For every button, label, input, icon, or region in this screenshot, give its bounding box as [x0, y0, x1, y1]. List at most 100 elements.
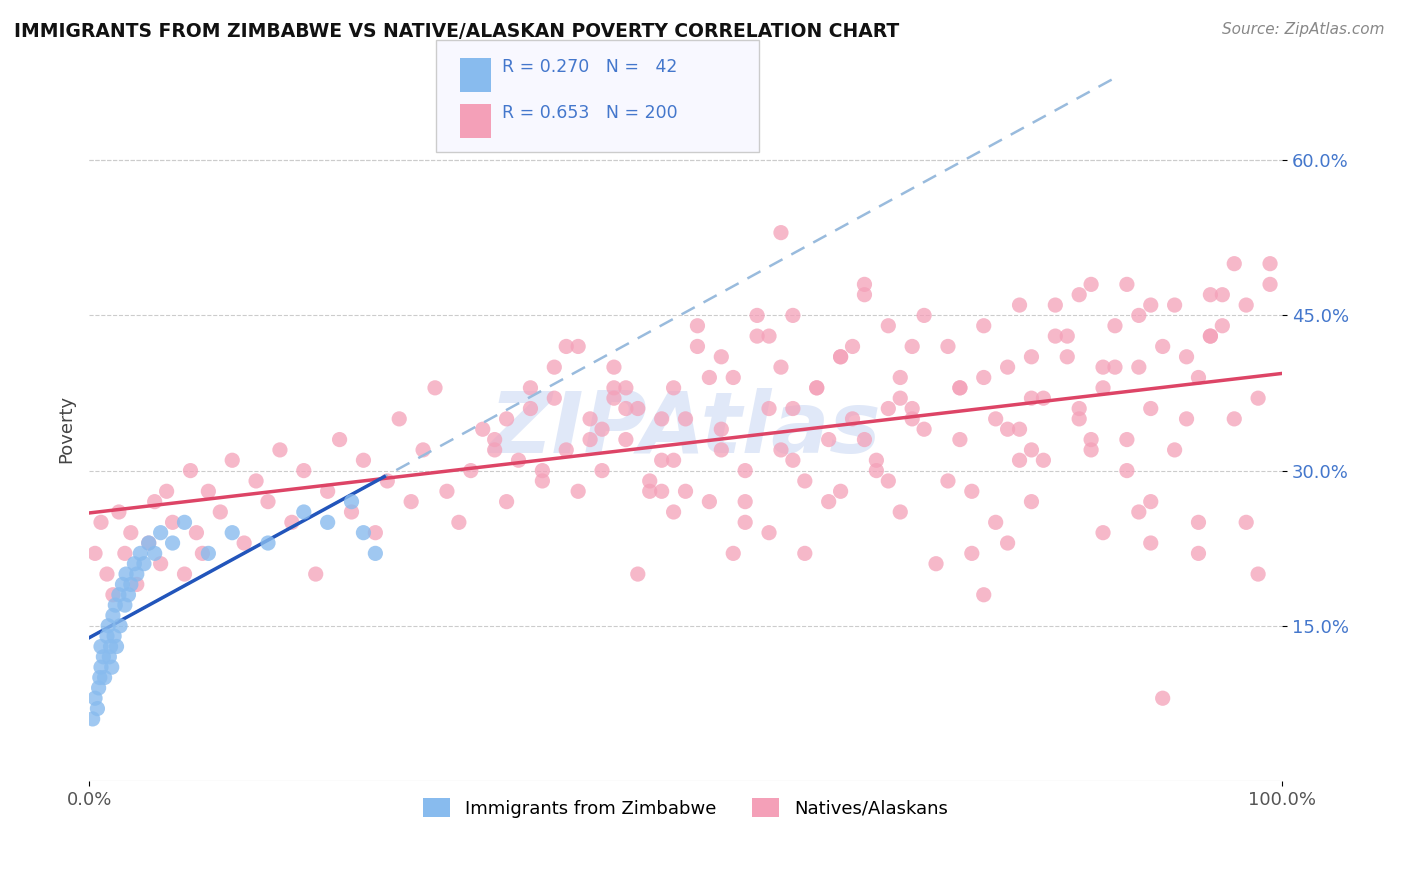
Point — [769, 442, 792, 457]
Point — [86, 701, 108, 715]
Point — [614, 401, 637, 416]
Point — [531, 464, 554, 478]
Point — [186, 525, 208, 540]
Point — [388, 412, 411, 426]
Point — [901, 412, 924, 426]
Point — [90, 516, 112, 530]
Point — [973, 588, 995, 602]
Point — [1234, 516, 1257, 530]
Point — [1092, 525, 1115, 540]
Point — [997, 360, 1019, 375]
Point — [93, 671, 115, 685]
Point — [614, 381, 637, 395]
Point — [1163, 298, 1185, 312]
Point — [758, 401, 780, 416]
Point — [1199, 329, 1222, 343]
Point — [162, 536, 184, 550]
Point — [90, 660, 112, 674]
Point — [1234, 298, 1257, 312]
Point — [104, 598, 127, 612]
Point — [96, 567, 118, 582]
Point — [1021, 391, 1043, 405]
Point — [495, 494, 517, 508]
Point — [1175, 350, 1198, 364]
Point — [233, 536, 256, 550]
Point — [269, 442, 291, 457]
Point — [675, 484, 697, 499]
Point — [82, 712, 104, 726]
Point — [853, 287, 876, 301]
Point — [412, 442, 434, 457]
Point — [111, 577, 134, 591]
Point — [1021, 350, 1043, 364]
Point — [949, 381, 972, 395]
Point — [1247, 391, 1270, 405]
Point — [1223, 257, 1246, 271]
Point — [960, 546, 983, 560]
Point — [1199, 329, 1222, 343]
Point — [114, 598, 136, 612]
Point — [699, 370, 721, 384]
Point — [1175, 412, 1198, 426]
Point — [1187, 546, 1209, 560]
Point — [686, 339, 709, 353]
Point — [245, 474, 267, 488]
Point — [782, 401, 804, 416]
Point — [603, 360, 626, 375]
Point — [1258, 277, 1281, 292]
Point — [100, 660, 122, 674]
Point — [292, 464, 315, 478]
Point — [936, 474, 959, 488]
Point — [949, 433, 972, 447]
Point — [734, 516, 756, 530]
Point — [97, 619, 120, 633]
Point — [984, 412, 1007, 426]
Point — [1163, 442, 1185, 457]
Point — [1211, 318, 1233, 333]
Point — [603, 391, 626, 405]
Point — [1092, 381, 1115, 395]
Point — [723, 370, 745, 384]
Point — [1021, 494, 1043, 508]
Point — [1080, 277, 1102, 292]
Point — [877, 474, 900, 488]
Point — [1032, 453, 1054, 467]
Point — [98, 649, 121, 664]
Point — [662, 381, 685, 395]
Point — [352, 453, 374, 467]
Point — [257, 494, 280, 508]
Point — [96, 629, 118, 643]
Point — [1199, 287, 1222, 301]
Point — [1139, 298, 1161, 312]
Point — [627, 401, 650, 416]
Point — [87, 681, 110, 695]
Point — [806, 381, 828, 395]
Point — [340, 494, 363, 508]
Point — [120, 525, 142, 540]
Point — [865, 453, 887, 467]
Legend: Immigrants from Zimbabwe, Natives/Alaskans: Immigrants from Zimbabwe, Natives/Alaska… — [416, 791, 955, 825]
Point — [101, 588, 124, 602]
Point — [84, 546, 107, 560]
Point — [292, 505, 315, 519]
Point — [769, 360, 792, 375]
Point — [125, 577, 148, 591]
Point — [603, 381, 626, 395]
Point — [103, 629, 125, 643]
Point — [115, 567, 138, 582]
Point — [912, 422, 935, 436]
Point — [117, 588, 139, 602]
Point — [108, 619, 131, 633]
Point — [960, 484, 983, 499]
Point — [93, 649, 115, 664]
Point — [1139, 494, 1161, 508]
Point — [1092, 360, 1115, 375]
Point — [149, 525, 172, 540]
Point — [1223, 412, 1246, 426]
Point — [149, 557, 172, 571]
Text: R = 0.270   N =   42: R = 0.270 N = 42 — [502, 58, 678, 76]
Point — [651, 453, 673, 467]
Point — [132, 557, 155, 571]
Point — [1008, 298, 1031, 312]
Point — [889, 391, 911, 405]
